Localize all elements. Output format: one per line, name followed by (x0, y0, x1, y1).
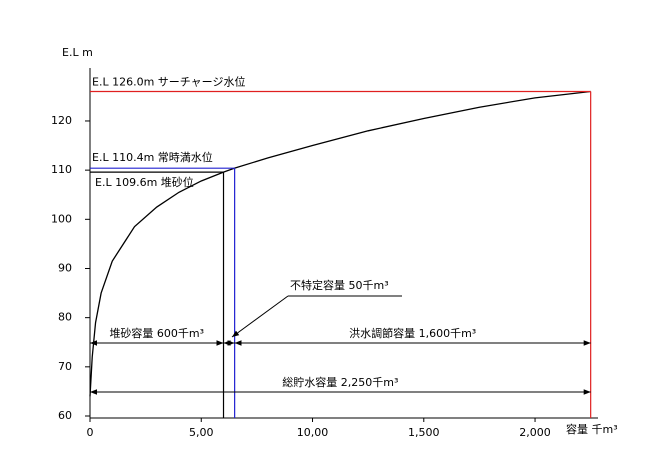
x-tick-label: 10,00 (297, 426, 329, 439)
y-tick-label: 110 (51, 163, 72, 176)
label-bg (346, 325, 480, 341)
x-tick-label: 1,500 (408, 426, 440, 439)
callout-leader (231, 295, 289, 338)
y-tick-label: 80 (58, 311, 72, 324)
level-label: E.L 109.6m 堆砂位 (95, 175, 194, 189)
callout-label: 不特定容量 50千m³ (290, 278, 389, 292)
y-tick-label: 90 (58, 261, 72, 274)
x-tick-label: 2,000 (519, 426, 551, 439)
y-tick-label: 120 (51, 114, 72, 127)
x-axis-label: 容量 千m³ (566, 422, 618, 436)
y-tick-label: 70 (58, 360, 72, 373)
level-label: E.L 110.4m 常時満水位 (92, 150, 213, 164)
x-tick-label: 0 (87, 426, 94, 439)
span-label: 総貯水容量 2,250千m³ (282, 375, 398, 389)
level-label: E.L 126.0m サーチャージ水位 (92, 74, 245, 88)
x-tick-label: 5,00 (189, 426, 214, 439)
storage-curve (89, 90, 591, 397)
span-label: 堆砂容量 600千m³ (109, 326, 204, 340)
y-tick-label: 100 (51, 212, 72, 225)
y-axis-label: E.L m (62, 46, 93, 59)
label-bg (279, 374, 402, 390)
y-tick-label: 60 (58, 409, 72, 422)
span-label: 洪水調節容量 1,600千m³ (349, 326, 476, 340)
label-bg (106, 325, 208, 341)
